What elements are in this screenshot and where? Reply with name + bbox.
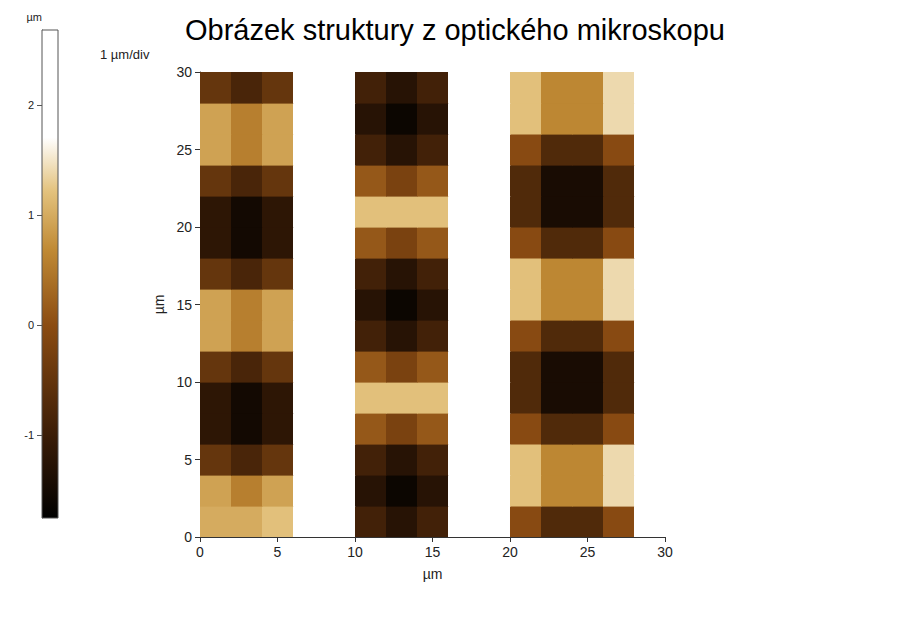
svg-text:2: 2 [28, 99, 34, 111]
svg-text:25: 25 [580, 544, 596, 560]
svg-text:µm: µm [423, 566, 443, 582]
svg-text:0: 0 [184, 529, 192, 545]
svg-text:10: 10 [347, 544, 363, 560]
svg-text:15: 15 [176, 297, 192, 313]
svg-text:30: 30 [657, 544, 673, 560]
svg-text:µm: µm [26, 11, 42, 23]
svg-text:30: 30 [176, 64, 192, 80]
svg-text:µm: µm [151, 295, 167, 315]
svg-text:5: 5 [274, 544, 282, 560]
svg-text:0: 0 [28, 319, 34, 331]
svg-text:Obrázek struktury z optického: Obrázek struktury z optického mikroskopu [185, 14, 725, 46]
svg-text:15: 15 [425, 544, 441, 560]
svg-text:20: 20 [502, 544, 518, 560]
svg-text:25: 25 [176, 142, 192, 158]
svg-text:20: 20 [176, 219, 192, 235]
svg-text:1 µm/div: 1 µm/div [100, 47, 150, 62]
svg-text:5: 5 [184, 452, 192, 468]
svg-text:0: 0 [196, 544, 204, 560]
svg-text:-1: -1 [24, 429, 34, 441]
svg-text:10: 10 [176, 374, 192, 390]
svg-text:1: 1 [28, 209, 34, 221]
